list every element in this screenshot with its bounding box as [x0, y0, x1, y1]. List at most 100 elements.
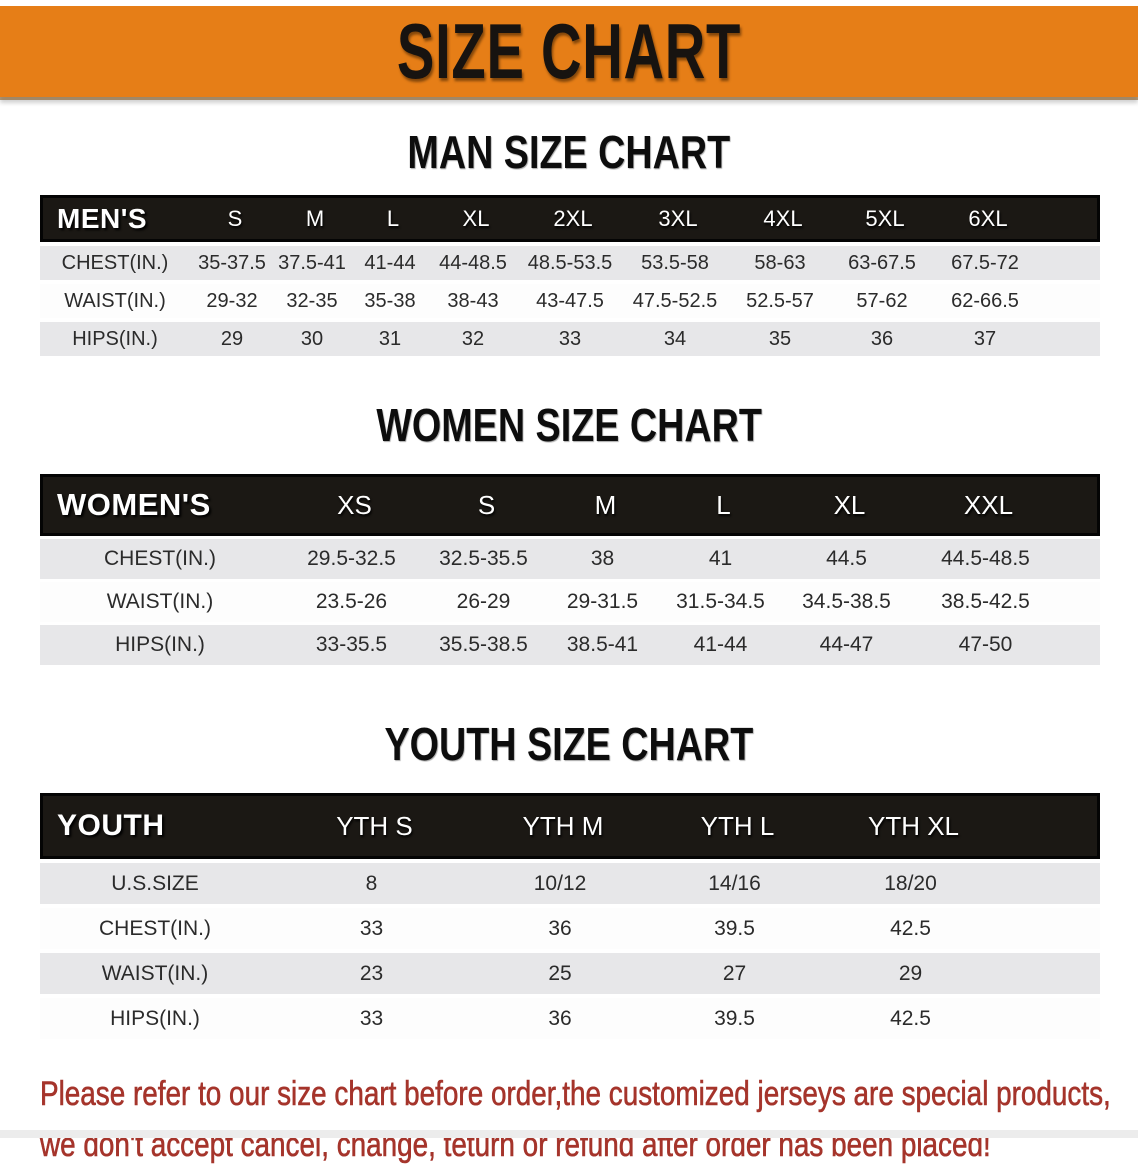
bottom-divider — [0, 1130, 1138, 1138]
row-label: WAIST(IN.) — [64, 289, 166, 312]
table-cell: 29 — [220, 327, 244, 350]
table-cell: 37 — [973, 327, 997, 350]
youth-ussize-row: U.S.SIZE 8 10/12 14/16 18/20 — [40, 863, 1100, 904]
table-cell: 29-32 — [206, 289, 258, 312]
youth-chest-row: CHEST(IN.) 33 36 39.5 42.5 — [40, 908, 1100, 949]
table-cell: 48.5-53.5 — [527, 251, 613, 274]
table-cell: 44.5 — [826, 547, 867, 570]
womens-size-col: M — [594, 489, 617, 520]
womens-chest-row: CHEST(IN.) 29.5-32.5 32.5-35.5 38 41 44.… — [40, 539, 1100, 579]
table-cell: 36 — [870, 327, 894, 350]
table-cell: 38.5-42.5 — [941, 590, 1030, 613]
table-cell: 29.5-32.5 — [307, 547, 396, 570]
table-cell: 38 — [590, 547, 615, 570]
row-label: HIPS(IN.) — [115, 633, 205, 656]
disclaimer-text: Please refer to our size chart before or… — [40, 1069, 1138, 1171]
womens-size-table: WOMEN'S XS S M L XL XXL CHEST(IN.) 29.5-… — [40, 474, 1100, 665]
mens-size-col: 3XL — [658, 205, 698, 231]
disclaimer-line-1: Please refer to our size chart before or… — [40, 1075, 1111, 1114]
mens-size-col: 4XL — [763, 205, 803, 231]
table-cell: 38.5-41 — [566, 633, 639, 656]
table-cell: 23 — [359, 961, 384, 985]
table-cell: 63-67.5 — [848, 251, 916, 274]
table-cell: 18/20 — [884, 871, 937, 895]
table-cell: 33 — [359, 1006, 384, 1030]
youth-hips-row: HIPS(IN.) 33 36 39.5 42.5 — [40, 998, 1100, 1039]
women-section-heading: WOMEN SIZE CHART — [0, 398, 1138, 452]
mens-table-header: MEN'S S M L XL 2XL 3XL 4XL 5XL 6XL — [40, 195, 1100, 242]
row-label: WAIST(IN.) — [101, 961, 209, 985]
disclaimer-line-2: we don't accept cancel, change, teturn o… — [40, 1126, 991, 1165]
row-label: CHEST(IN.) — [61, 251, 169, 274]
row-label: WAIST(IN.) — [106, 590, 214, 613]
table-cell: 14/16 — [708, 871, 761, 895]
youth-size-col: YTH S — [336, 810, 413, 841]
mens-size-table: MEN'S S M L XL 2XL 3XL 4XL 5XL 6XL CHEST… — [40, 195, 1100, 356]
table-cell: 34 — [663, 327, 687, 350]
man-heading-text: MAN SIZE CHART — [407, 126, 731, 178]
mens-hips-row: HIPS(IN.) 29 30 31 32 33 34 35 36 37 — [40, 322, 1100, 356]
table-cell: 41-44 — [364, 251, 416, 274]
mens-size-col: 6XL — [968, 205, 1008, 231]
table-cell: 38-43 — [447, 289, 499, 312]
table-cell: 53.5-58 — [641, 251, 709, 274]
table-cell: 44-48.5 — [439, 251, 507, 274]
table-cell: 33 — [558, 327, 582, 350]
womens-size-col: L — [716, 489, 731, 520]
table-cell: 41 — [708, 547, 733, 570]
size-chart-banner: SIZE CHART — [0, 6, 1138, 97]
women-heading-text: WOMEN SIZE CHART — [376, 399, 762, 451]
youth-size-col: YTH M — [522, 810, 604, 841]
mens-waist-row: WAIST(IN.) 29-32 32-35 35-38 38-43 43-47… — [40, 284, 1100, 318]
womens-size-col: XL — [833, 489, 866, 520]
table-cell: 43-47.5 — [536, 289, 604, 312]
womens-table-header: WOMEN'S XS S M L XL XXL — [40, 474, 1100, 536]
womens-table-title: WOMEN'S — [57, 487, 211, 522]
table-cell: 37.5-41 — [278, 251, 346, 274]
womens-size-col: XXL — [963, 489, 1014, 520]
mens-size-col: XL — [462, 205, 490, 231]
table-cell: 39.5 — [714, 1006, 755, 1030]
table-cell: 41-44 — [693, 633, 748, 656]
row-label: CHEST(IN.) — [99, 916, 211, 940]
table-cell: 58-63 — [754, 251, 806, 274]
table-cell: 47-50 — [958, 633, 1013, 656]
table-cell: 52.5-57 — [746, 289, 814, 312]
table-cell: 36 — [548, 916, 572, 940]
table-cell: 32 — [461, 327, 485, 350]
youth-size-table: YOUTH YTH S YTH M YTH L YTH XL U.S.SIZE … — [40, 793, 1100, 1039]
table-cell: 57-62 — [856, 289, 908, 312]
womens-waist-row: WAIST(IN.) 23.5-26 26-29 29-31.5 31.5-34… — [40, 582, 1100, 622]
youth-waist-row: WAIST(IN.) 23 25 27 29 — [40, 953, 1100, 994]
womens-hips-row: HIPS(IN.) 33-35.5 35.5-38.5 38.5-41 41-4… — [40, 625, 1100, 665]
mens-table-title: MEN'S — [57, 202, 148, 234]
table-cell: 34.5-38.5 — [802, 590, 891, 613]
man-section-heading: MAN SIZE CHART — [0, 125, 1138, 179]
row-label: U.S.SIZE — [111, 871, 199, 895]
table-cell: 33-35.5 — [315, 633, 388, 656]
table-cell: 31.5-34.5 — [676, 590, 765, 613]
table-cell: 29-31.5 — [566, 590, 639, 613]
table-cell: 35-37.5 — [198, 251, 266, 274]
table-cell: 47.5-52.5 — [632, 289, 718, 312]
table-cell: 32.5-35.5 — [439, 547, 528, 570]
mens-size-col: 5XL — [865, 205, 905, 231]
row-label: HIPS(IN.) — [72, 327, 158, 350]
youth-size-col: YTH XL — [867, 810, 960, 841]
youth-heading-text: YOUTH SIZE CHART — [384, 718, 754, 770]
table-cell: 35 — [768, 327, 792, 350]
youth-size-col: YTH L — [700, 810, 775, 841]
mens-size-col: S — [227, 205, 243, 231]
table-cell: 27 — [722, 961, 747, 985]
table-cell: 67.5-72 — [951, 251, 1019, 274]
row-label: HIPS(IN.) — [110, 1006, 200, 1030]
table-cell: 31 — [378, 327, 402, 350]
table-cell: 25 — [548, 961, 572, 985]
youth-table-header: YOUTH YTH S YTH M YTH L YTH XL — [40, 793, 1100, 859]
mens-size-col: M — [305, 205, 325, 231]
youth-section-heading: YOUTH SIZE CHART — [0, 717, 1138, 771]
table-cell: 26-29 — [456, 590, 511, 613]
table-cell: 44.5-48.5 — [941, 547, 1030, 570]
mens-size-col: L — [386, 205, 400, 231]
table-cell: 39.5 — [714, 916, 755, 940]
